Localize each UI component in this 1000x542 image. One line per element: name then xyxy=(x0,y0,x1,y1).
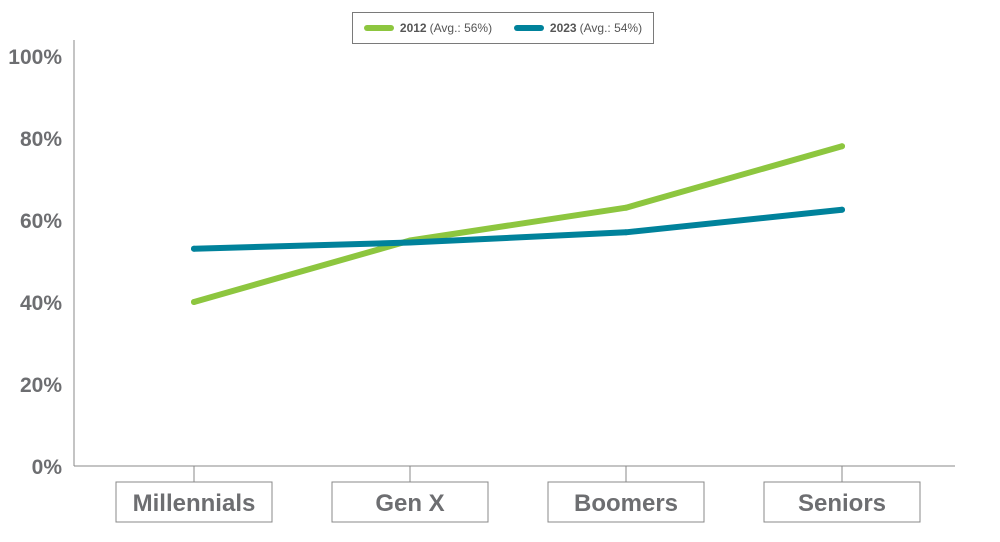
category-box xyxy=(331,481,489,523)
data-point-2012 xyxy=(839,143,845,150)
data-point-2023 xyxy=(839,206,845,213)
category-box xyxy=(115,481,273,523)
legend-avg-2023: (Avg.: 54%) xyxy=(579,21,643,35)
legend: 2012 (Avg.: 56%) 2023 (Avg.: 54%) xyxy=(352,12,654,44)
x-tick-label: Gen X xyxy=(375,490,444,517)
legend-swatch-2012 xyxy=(363,25,394,31)
legend-avg-2012: (Avg.: 56%) xyxy=(429,21,493,35)
data-point-2012 xyxy=(191,299,197,305)
legend-swatch-2023 xyxy=(513,25,544,31)
data-point-2023 xyxy=(191,245,197,252)
series-line-2012 xyxy=(191,143,845,305)
series-line-2023 xyxy=(191,206,845,252)
category-box xyxy=(547,481,705,523)
legend-item-2023: 2023 (Avg.: 54%) xyxy=(513,21,643,35)
y-tick-label: 0% xyxy=(32,456,63,479)
data-point-2023 xyxy=(407,239,413,246)
y-tick-label: 60% xyxy=(20,210,62,233)
legend-label-2012: 2012 xyxy=(399,21,427,35)
x-tick-label: Seniors xyxy=(798,490,886,517)
category-box xyxy=(763,481,921,523)
legend-label-2023: 2023 xyxy=(549,21,577,35)
data-point-2023 xyxy=(623,229,629,236)
x-tick-label: Millennials xyxy=(133,490,256,517)
y-tick-label: 100% xyxy=(8,46,62,69)
x-tick-label: Boomers xyxy=(574,490,678,517)
y-tick-label: 40% xyxy=(20,292,62,315)
legend-item-2012: 2012 (Avg.: 56%) xyxy=(363,21,493,35)
y-tick-label: 20% xyxy=(20,374,62,397)
y-tick-label: 80% xyxy=(20,128,62,151)
data-point-2012 xyxy=(623,204,629,211)
